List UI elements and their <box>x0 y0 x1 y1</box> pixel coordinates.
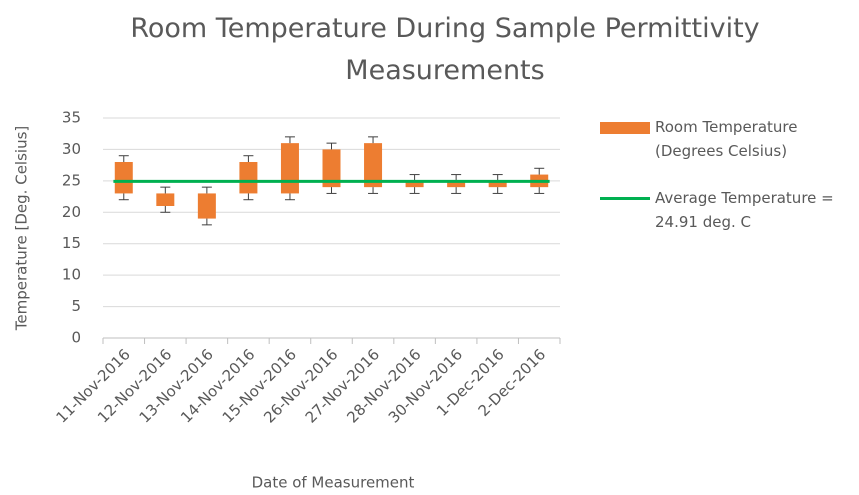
y-tick-label: 0 <box>71 329 81 347</box>
bar <box>280 143 299 194</box>
legend-label: Average Temperature = 24.91 deg. C <box>655 189 834 231</box>
y-tick-label: 30 <box>62 140 81 158</box>
bar <box>488 180 507 188</box>
y-tick-label: 15 <box>62 234 81 252</box>
y-tick-label: 35 <box>62 109 81 127</box>
chart-title: Room Temperature During Sample Permittiv… <box>130 13 760 86</box>
legend-swatch <box>600 197 650 200</box>
legend-swatch <box>600 122 650 134</box>
bar <box>197 193 216 219</box>
bar <box>405 180 424 188</box>
bar <box>322 149 341 188</box>
bar <box>114 162 133 194</box>
y-tick-label: 25 <box>62 171 81 189</box>
y-tick-label: 5 <box>71 297 81 315</box>
bar <box>364 143 383 188</box>
bar <box>447 180 466 188</box>
bar <box>156 193 175 206</box>
y-tick-label: 10 <box>62 266 81 284</box>
y-axis-label: Temperature [Deg. Celsius] <box>13 126 31 332</box>
legend-label: Room Temperature (Degrees Celsius) <box>655 118 798 160</box>
x-axis-label: Date of Measurement <box>252 474 415 492</box>
bar <box>239 162 258 194</box>
y-tick-label: 20 <box>62 203 81 221</box>
